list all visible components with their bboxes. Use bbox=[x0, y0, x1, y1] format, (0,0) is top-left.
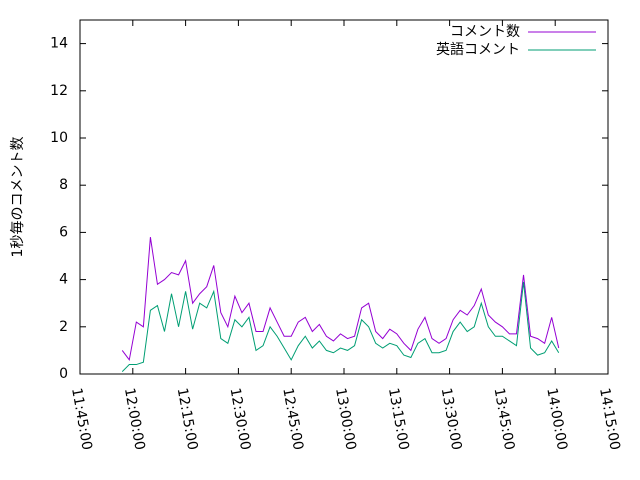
x-tick-label: 12:45:00 bbox=[279, 387, 306, 452]
series-line bbox=[121, 281, 560, 372]
x-tick-label: 13:45:00 bbox=[491, 387, 518, 452]
x-tick-label: 13:15:00 bbox=[385, 387, 412, 452]
x-tick-label: 11:45:00 bbox=[68, 387, 95, 452]
y-tick-label: 10 bbox=[50, 130, 68, 146]
series-line bbox=[121, 237, 560, 362]
x-tick-label: 14:00:00 bbox=[543, 387, 570, 452]
x-tick-label: 14:15:00 bbox=[596, 387, 623, 452]
y-tick-label: 14 bbox=[50, 36, 68, 52]
y-tick-label: 0 bbox=[59, 366, 68, 382]
y-tick-label: 2 bbox=[59, 319, 68, 335]
x-tick-label: 13:00:00 bbox=[332, 387, 359, 452]
y-tick-label: 12 bbox=[50, 83, 68, 99]
x-tick-label: 12:30:00 bbox=[227, 387, 254, 452]
y-tick-label: 6 bbox=[59, 224, 68, 240]
x-tick-label: 12:15:00 bbox=[174, 387, 201, 452]
x-tick-label: 13:30:00 bbox=[438, 387, 465, 452]
y-tick-label: 8 bbox=[59, 177, 68, 193]
legend-label: コメント数 bbox=[450, 24, 520, 40]
y-tick-label: 4 bbox=[59, 272, 68, 288]
x-tick-label: 12:00:00 bbox=[121, 387, 148, 452]
legend-label: 英語コメント bbox=[436, 41, 520, 58]
y-axis-label: 1秒毎のコメント数 bbox=[10, 137, 26, 258]
